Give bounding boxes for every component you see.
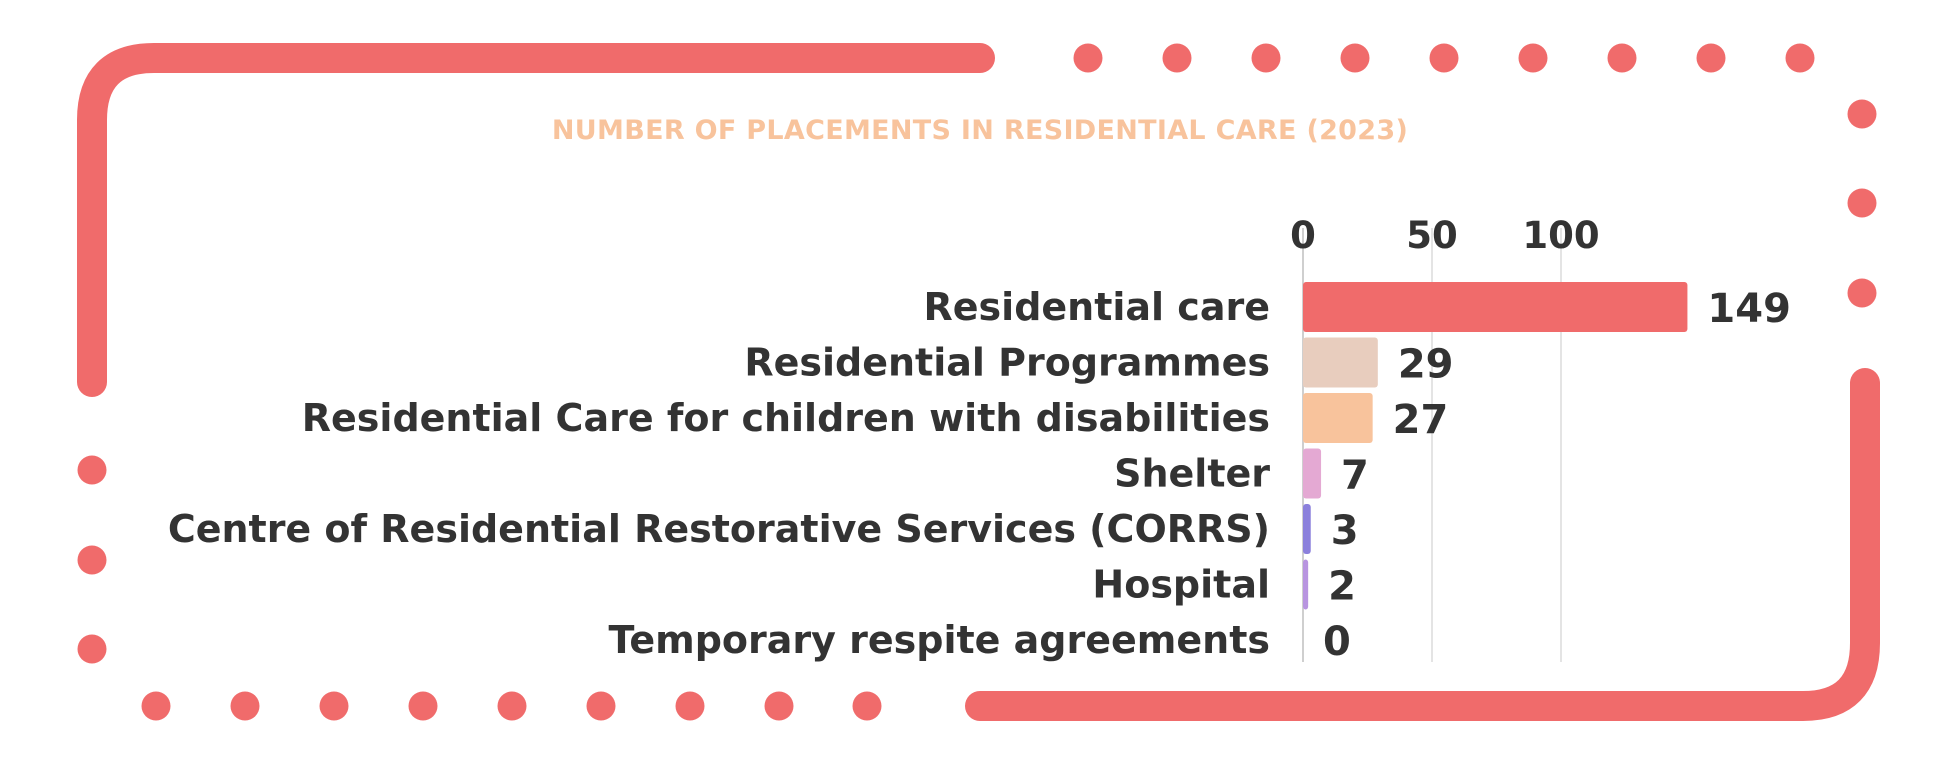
frame-dot bbox=[408, 691, 438, 721]
value-label: 7 bbox=[1341, 453, 1369, 499]
category-label: Temporary respite agreements bbox=[608, 618, 1270, 662]
frame-dot bbox=[1607, 43, 1637, 73]
bar bbox=[1303, 504, 1311, 554]
frame-dot bbox=[1518, 43, 1548, 73]
category-label: Residential Programmes bbox=[744, 341, 1270, 385]
value-label: 149 bbox=[1707, 286, 1791, 332]
bar bbox=[1303, 337, 1378, 388]
chart-title: NUMBER OF PLACEMENTS IN RESIDENTIAL CARE… bbox=[552, 115, 1408, 146]
chart-bars bbox=[1303, 282, 1688, 610]
frame-dot bbox=[1162, 43, 1192, 73]
bar bbox=[1303, 559, 1309, 610]
frame-dot bbox=[1696, 43, 1726, 73]
value-label: 3 bbox=[1331, 508, 1359, 554]
category-label: Hospital bbox=[1092, 563, 1270, 607]
frame-dot bbox=[1429, 43, 1459, 73]
x-tick-label: 50 bbox=[1406, 214, 1458, 257]
category-labels: Residential care Residential Programmes Re… bbox=[168, 285, 1270, 662]
frame-dot bbox=[1847, 188, 1877, 218]
value-label: 27 bbox=[1393, 397, 1449, 443]
frame-dot bbox=[77, 634, 107, 664]
value-labels: 149 29 27 7 3 2 0 bbox=[1323, 286, 1791, 665]
frame-dot bbox=[319, 691, 349, 721]
frame-dot bbox=[497, 691, 527, 721]
category-label: Shelter bbox=[1114, 452, 1270, 496]
frame-dot bbox=[1251, 43, 1281, 73]
frame-dot bbox=[77, 545, 107, 575]
frame-dot bbox=[1340, 43, 1370, 73]
value-label: 2 bbox=[1328, 564, 1356, 610]
x-tick-label: 100 bbox=[1522, 214, 1599, 257]
frame-dot bbox=[586, 691, 616, 721]
frame-dot bbox=[77, 455, 107, 485]
frame-dot bbox=[852, 691, 882, 721]
bar bbox=[1303, 448, 1322, 499]
value-label: 0 bbox=[1323, 619, 1351, 665]
frame-dot bbox=[1073, 43, 1103, 73]
frame-dot bbox=[230, 691, 260, 721]
bar bbox=[1303, 393, 1373, 443]
frame-dot bbox=[1785, 43, 1815, 73]
bar bbox=[1303, 282, 1688, 332]
frame-dot bbox=[1847, 99, 1877, 129]
category-label: Residential care bbox=[924, 285, 1270, 329]
frame-dot bbox=[1847, 278, 1877, 308]
category-label: Residential Care for children with disab… bbox=[302, 396, 1270, 440]
frame-dots bbox=[77, 43, 1877, 721]
frame-top-left-line bbox=[77, 43, 995, 397]
x-axis-ticks: 0 50 100 bbox=[1290, 214, 1599, 257]
frame-dot bbox=[141, 691, 171, 721]
x-tick-label: 0 bbox=[1290, 214, 1316, 257]
frame-bottom-right-line bbox=[965, 368, 1880, 721]
category-label: Centre of Residential Restorative Servic… bbox=[168, 507, 1270, 551]
frame-dot bbox=[675, 691, 705, 721]
decorative-frame bbox=[77, 43, 1880, 721]
value-label: 29 bbox=[1398, 342, 1454, 388]
frame-dot bbox=[764, 691, 794, 721]
